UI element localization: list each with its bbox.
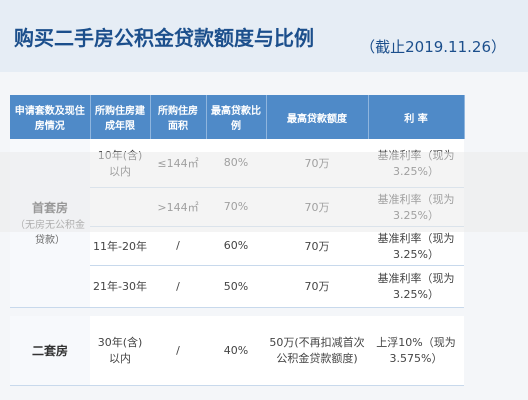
column-header: 最高贷款额度: [266, 95, 369, 139]
title: 购买二手房公积金贷款额度与比例: [14, 26, 314, 50]
column-header: 所购住房建成年限: [90, 95, 151, 139]
cell: 50万(不再扣减首次公积金贷款额度): [266, 315, 368, 386]
loan-table: 申请套数及现住房情况 所购住房建成年限 所购住房面积 最高贷款比例 最高贷款额度利 率 …: [10, 95, 465, 386]
cell: /: [150, 265, 206, 308]
row: 二套房 30年(含)以内/40% 50万(不再扣减首次公积金贷款额度) 上浮10%（现…: [10, 315, 464, 386]
column-header: 最高贷款比例: [206, 95, 267, 139]
header-row: 申请套数及现住房情况 所购住房建成年限 所购住房面积 最高贷款比例 最高贷款额度利 率: [10, 95, 465, 139]
header: 购买二手房公积金贷款额度与比例 （截止2019.11.26）: [0, 0, 528, 72]
cell: 40%: [206, 315, 266, 386]
cell: 上浮10%（现为3.575%）: [368, 315, 464, 386]
cell: /: [150, 315, 206, 386]
group-label: 二套房: [31, 343, 68, 358]
cell: 50%: [206, 265, 266, 308]
cell: /: [150, 226, 206, 266]
gap: [10, 307, 464, 316]
cell: 70万: [266, 226, 368, 266]
gap-cell: [10, 307, 464, 316]
cell: 70万: [266, 265, 368, 308]
row: 11年-20年/60% 70万 基准利率（现为3.25%）: [10, 226, 464, 266]
column-header: 利 率: [368, 95, 465, 139]
cell: 60%: [206, 226, 266, 266]
cell: 30年(含)以内: [90, 315, 150, 386]
column-header: 申请套数及现住房情况: [10, 95, 91, 139]
cell: 基准利率（现为3.25%）: [368, 226, 464, 266]
cell: 基准利率（现为3.25%）: [368, 265, 464, 308]
row: 21年-30年/50% 70万 基准利率（现为3.25%）: [10, 265, 464, 308]
column-header: 所购住房面积: [150, 95, 207, 139]
date: （截止2019.11.26）: [360, 38, 506, 56]
cell: 21年-30年: [90, 265, 150, 308]
cell: 11年-20年: [90, 226, 150, 266]
group-cell: 二套房: [10, 315, 90, 386]
watermark-band: [0, 152, 528, 232]
